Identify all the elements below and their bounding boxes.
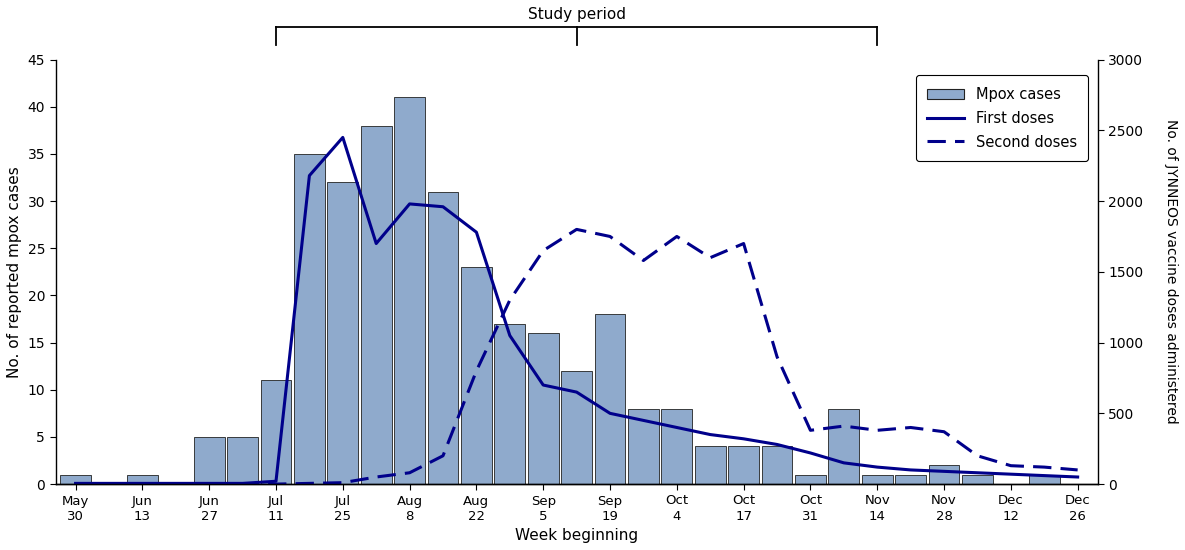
Bar [562,371,592,484]
Bar [395,97,425,484]
Bar [895,475,925,484]
Bar [361,125,391,484]
Bar [962,475,993,484]
Bar [1029,475,1059,484]
Bar [828,409,859,484]
Y-axis label: No. of reported mpox cases: No. of reported mpox cases [7,166,23,378]
Bar [494,324,525,484]
Bar [60,475,91,484]
X-axis label: Week beginning: Week beginning [515,528,639,543]
Bar [762,447,793,484]
Bar [929,465,960,484]
Bar [795,475,826,484]
Bar [527,333,558,484]
Bar [729,447,758,484]
Bar [428,191,459,484]
Y-axis label: No. of JYNNEOS vaccine doses administered: No. of JYNNEOS vaccine doses administere… [1164,119,1178,424]
Text: Study period: Study period [527,7,626,22]
Bar [127,475,158,484]
Bar [595,314,626,484]
Bar [628,409,659,484]
Bar [694,447,725,484]
Bar [327,182,358,484]
Bar [461,267,492,484]
Bar [661,409,692,484]
Bar [261,380,292,484]
Legend: Mpox cases, First doses, Second doses: Mpox cases, First doses, Second doses [916,75,1088,161]
Bar [294,154,325,484]
Bar [861,475,892,484]
Bar [228,437,258,484]
Bar [194,437,224,484]
